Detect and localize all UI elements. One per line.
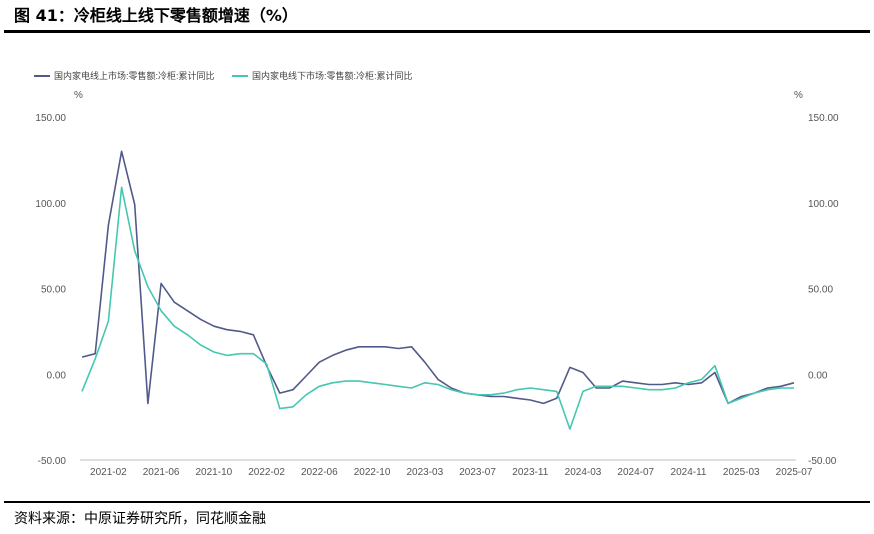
x-tick-label: 2025-07 xyxy=(776,467,813,478)
y-axis-left: 150.00 100.00 50.00 0.00 -50.00 xyxy=(35,113,66,467)
x-tick-label: 2024-11 xyxy=(671,467,707,478)
y-tick-label-left: 0.00 xyxy=(47,370,67,381)
x-tick-label: 2021-10 xyxy=(196,467,233,478)
y-tick-label-left: 100.00 xyxy=(35,199,66,210)
y-tick-label-left: 150.00 xyxy=(35,113,66,124)
figure-title: 图 41：冷柜线上线下零售额增速（%） xyxy=(14,6,298,25)
x-tick-label: 2021-02 xyxy=(90,467,127,478)
x-tick-label: 2022-06 xyxy=(301,467,338,478)
x-tick-label: 2024-07 xyxy=(617,467,654,478)
x-tick-label: 2022-02 xyxy=(248,467,285,478)
series-layer xyxy=(81,150,795,430)
chart-legend: 国内家电线上市场:零售额:冷柜:累计同比 国内家电线下市场:零售额:冷柜:累计同… xyxy=(34,70,413,81)
x-tick-label: 2023-07 xyxy=(459,467,496,478)
x-tick-label: 2021-06 xyxy=(143,467,180,478)
y-tick-label-left: -50.00 xyxy=(38,456,67,467)
x-tick-label: 2023-03 xyxy=(406,467,443,478)
source-rule xyxy=(4,501,870,503)
y-tick-label-right: -50.00 xyxy=(808,456,837,467)
x-tick-label: 2022-10 xyxy=(354,467,391,478)
x-tick-label: 2025-03 xyxy=(723,467,760,478)
y-unit-right: % xyxy=(794,90,803,101)
legend-label-online: 国内家电线上市场:零售额:冷柜:累计同比 xyxy=(54,70,215,81)
y-unit-left: % xyxy=(74,90,83,101)
y-tick-label-right: 50.00 xyxy=(808,285,833,296)
y-tick-label-right: 0.00 xyxy=(808,370,828,381)
x-axis: 2021-02 2021-06 2021-10 2022-02 2022-06 2022-… xyxy=(90,467,813,478)
y-tick-label-right: 150.00 xyxy=(808,113,839,124)
source-note: 资料来源：中原证券研究所，同花顺金融 xyxy=(14,511,266,527)
x-tick-label: 2024-03 xyxy=(565,467,602,478)
series-line-offline xyxy=(81,186,794,430)
title-rule xyxy=(4,30,870,33)
y-axis-right: 150.00 100.00 50.00 0.00 -50.00 xyxy=(808,113,839,467)
y-tick-label-right: 100.00 xyxy=(808,199,839,210)
legend-label-offline: 国内家电线下市场:零售额:冷柜:累计同比 xyxy=(252,70,413,81)
series-line-online xyxy=(81,150,795,405)
y-tick-label-left: 50.00 xyxy=(41,285,66,296)
x-tick-label: 2023-11 xyxy=(512,467,548,478)
